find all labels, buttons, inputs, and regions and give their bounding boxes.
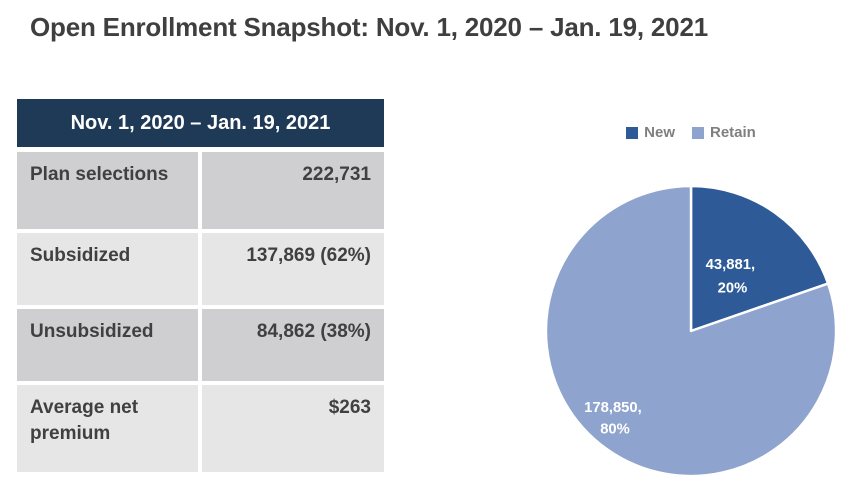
legend-label: New [644,124,675,141]
summary-table: Nov. 1, 2020 – Jan. 19, 2021 Plan select… [17,99,384,472]
pie-chart: 43,881, 20% 178,850, 80% [543,183,839,479]
table-row: Subsidized 137,869 (62%) [17,233,384,305]
row-value: 84,862 (38%) [202,309,384,381]
chart-legend: New Retain [543,124,839,141]
pie-slices [544,184,838,478]
row-value: $263 [202,385,384,472]
row-label: Average net premium [17,385,198,472]
legend-swatch-new-icon [626,126,639,139]
pie-svg: 43,881, 20% 178,850, 80% [544,184,838,478]
pie-data-label-retain: 178,850, 80% [584,400,646,438]
row-label: Unsubsidized [17,309,198,381]
row-label: Subsidized [17,233,198,305]
legend-item-new: New [626,124,675,141]
table-row: Average net premium $263 [17,385,384,472]
table-row: Unsubsidized 84,862 (38%) [17,309,384,381]
table-header: Nov. 1, 2020 – Jan. 19, 2021 [17,99,384,147]
pie-data-label-new: 43,881, 20% [706,257,759,297]
pie-slice-retain [544,184,838,478]
row-value: 137,869 (62%) [202,233,384,305]
legend-swatch-retain-icon [692,126,704,139]
page-title: Open Enrollment Snapshot: Nov. 1, 2020 –… [30,12,708,42]
row-label: Plan selections [17,152,198,229]
legend-label: Retain [710,124,756,141]
table-row: Plan selections 222,731 [17,152,384,229]
row-value: 222,731 [202,152,384,229]
legend-item-retain: Retain [692,124,756,141]
